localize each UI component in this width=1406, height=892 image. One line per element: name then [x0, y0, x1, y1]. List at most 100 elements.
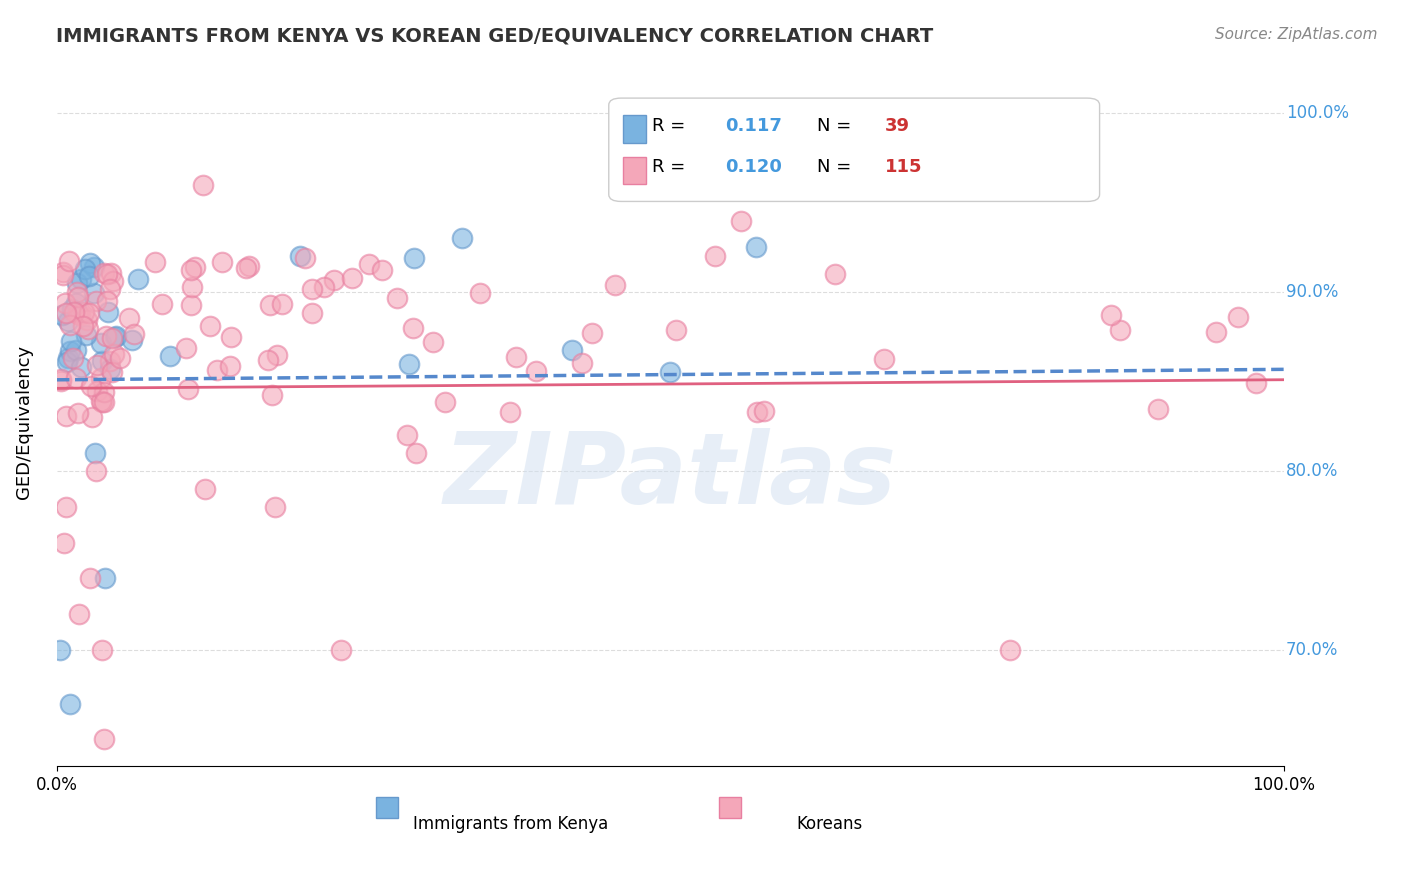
Point [77, 306, 100, 320]
Point [98, 361, 121, 376]
Point [433, 395, 456, 409]
Point [55, 306, 77, 320]
Point [94, 571, 117, 585]
Point [259, 298, 281, 312]
Point [404, 251, 426, 265]
Point [143, 254, 166, 268]
Text: 80.0%: 80.0% [1286, 462, 1339, 480]
Point [665, 323, 688, 337]
Point [118, 311, 141, 326]
Point [75, 327, 97, 342]
Point [69, 360, 91, 375]
Point [65, 371, 87, 385]
Point [66, 290, 89, 304]
Point [83, 260, 105, 274]
Point [104, 330, 127, 344]
Point [79, 256, 101, 270]
Point [86, 384, 108, 399]
Point [84, 446, 107, 460]
Point [58, 351, 80, 366]
Point [86, 464, 108, 478]
Point [266, 348, 288, 362]
Point [67, 307, 90, 321]
Point [385, 291, 408, 305]
Point [51, 308, 73, 322]
Point [103, 347, 125, 361]
Point [49, 374, 72, 388]
Point [422, 335, 444, 350]
Point [62, 304, 84, 318]
Point [271, 297, 294, 311]
Text: Koreans: Koreans [797, 814, 863, 832]
Point [93, 395, 115, 409]
Point [91, 395, 114, 409]
Point [301, 282, 323, 296]
Point [1147, 402, 1170, 417]
Point [58, 314, 80, 328]
Point [83, 286, 105, 301]
Point [1109, 323, 1132, 337]
Bar [623, 115, 645, 143]
Point [72, 318, 94, 333]
Text: 0.120: 0.120 [725, 158, 782, 176]
Text: N =: N = [817, 117, 852, 135]
Point [1244, 376, 1267, 390]
Point [263, 500, 285, 514]
Text: 39: 39 [884, 117, 910, 135]
Point [398, 357, 420, 371]
Point [58, 253, 80, 268]
Point [96, 267, 118, 281]
Point [238, 259, 260, 273]
Point [301, 306, 323, 320]
Point [66, 285, 89, 299]
Point [193, 178, 215, 192]
Bar [375, 797, 398, 818]
Point [100, 266, 122, 280]
Point [873, 352, 896, 367]
Point [730, 213, 752, 227]
Point [314, 280, 336, 294]
Point [52, 535, 75, 549]
Point [603, 277, 626, 292]
Text: R =: R = [652, 158, 685, 176]
Point [181, 280, 204, 294]
Y-axis label: GED/Equivalency: GED/Equivalency [15, 345, 32, 499]
Point [59, 318, 82, 332]
Text: Source: ZipAtlas.com: Source: ZipAtlas.com [1215, 27, 1378, 42]
Point [90, 394, 112, 409]
Point [571, 356, 593, 370]
Point [752, 404, 775, 418]
Point [499, 405, 522, 419]
Point [90, 371, 112, 385]
Point [396, 428, 419, 442]
Text: 0.117: 0.117 [725, 117, 782, 135]
Point [65, 296, 87, 310]
Point [205, 363, 228, 377]
Point [101, 365, 124, 379]
Point [159, 349, 181, 363]
Point [67, 607, 90, 622]
Point [703, 249, 725, 263]
Point [108, 351, 131, 365]
Point [659, 365, 682, 379]
Point [76, 312, 98, 326]
Point [62, 351, 84, 366]
Point [96, 294, 118, 309]
Bar [720, 797, 741, 818]
Point [56, 355, 79, 369]
Point [747, 404, 769, 418]
Point [218, 359, 240, 374]
Point [405, 446, 427, 460]
Text: 115: 115 [884, 158, 922, 176]
Point [219, 329, 242, 343]
Point [1227, 310, 1250, 324]
Text: Immigrants from Kenya: Immigrants from Kenya [413, 814, 609, 832]
FancyBboxPatch shape [609, 98, 1099, 202]
Point [357, 257, 380, 271]
Text: 70.0%: 70.0% [1286, 641, 1339, 659]
Point [55, 295, 77, 310]
Point [402, 320, 425, 334]
Point [101, 274, 124, 288]
Text: R =: R = [652, 117, 685, 135]
Point [98, 354, 121, 368]
